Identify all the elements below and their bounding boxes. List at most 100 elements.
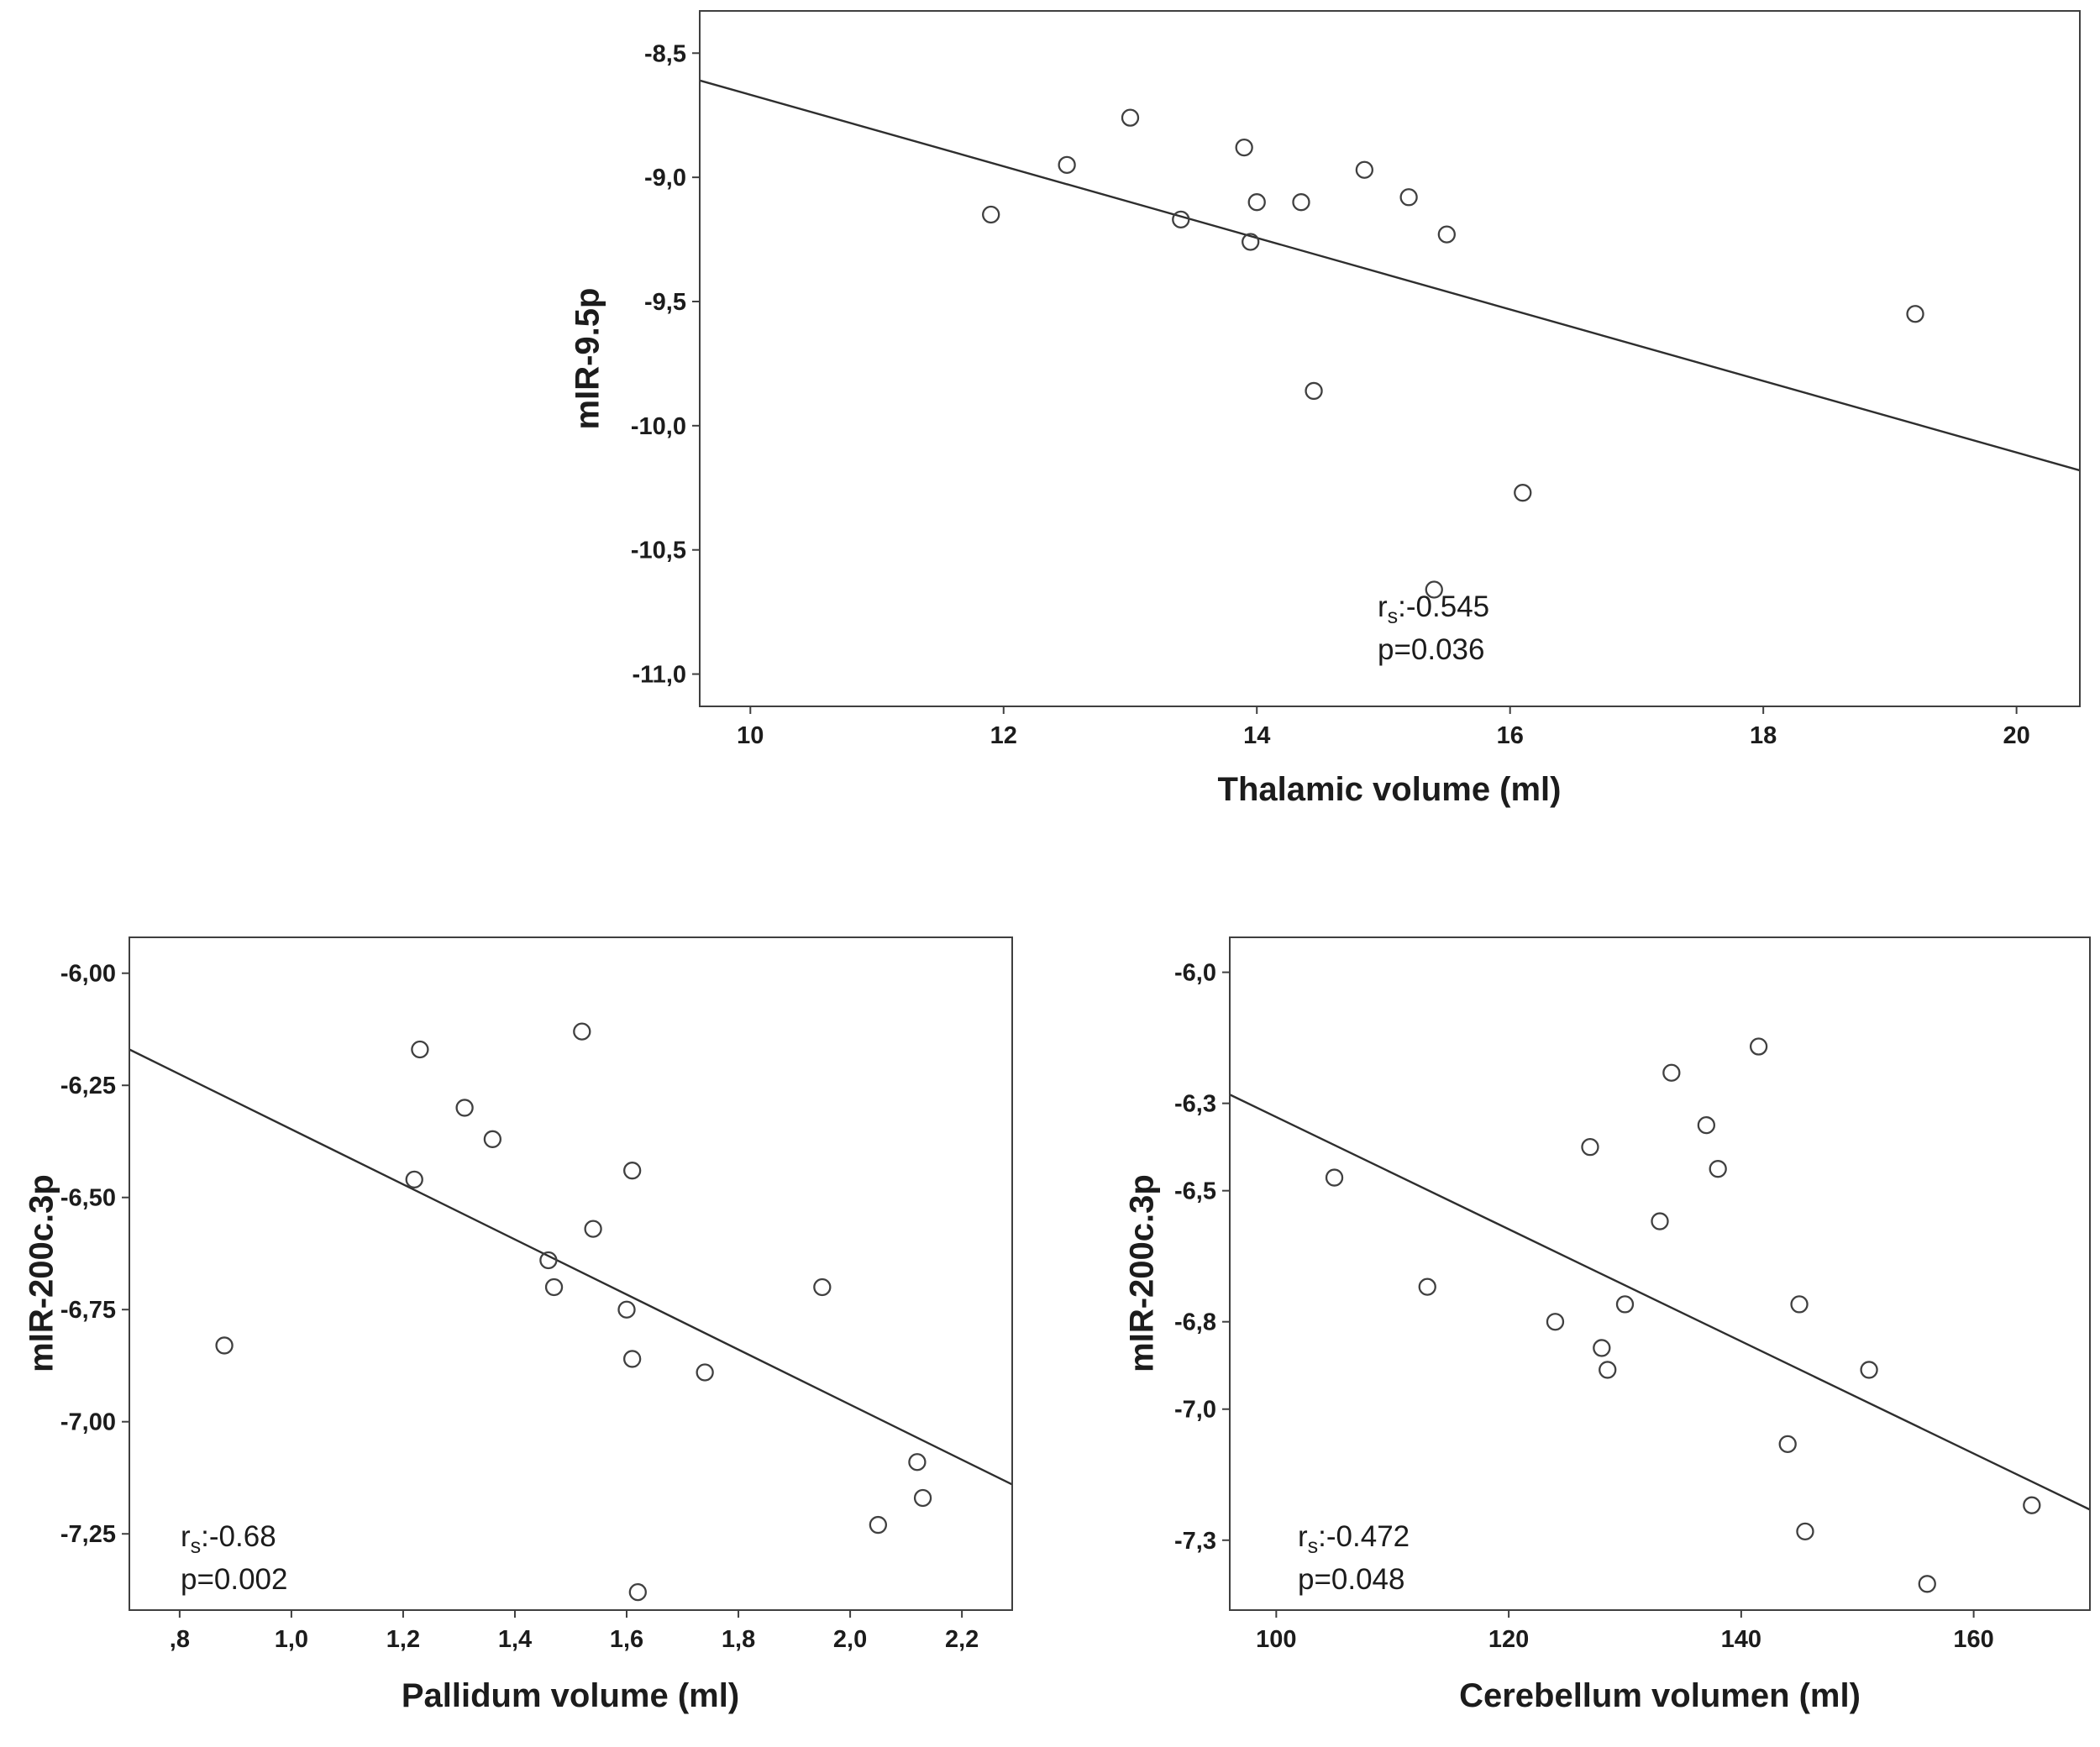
data-point: [1593, 1339, 1611, 1357]
r-label: r: [1298, 1520, 1308, 1553]
data-point: [1906, 305, 1924, 323]
stats-annotation: rs:-0.68 p=0.002: [181, 1518, 288, 1599]
y-tick-label: -7,3: [1174, 1528, 1216, 1555]
data-point: [1651, 1212, 1669, 1230]
p-value: p=0.036: [1378, 633, 1485, 666]
data-point: [1121, 108, 1140, 127]
data-point: [1325, 1168, 1344, 1187]
data-point: [1796, 1522, 1814, 1541]
data-point: [1235, 138, 1253, 157]
data-point: [913, 1488, 932, 1508]
x-tick-label: 1,6: [610, 1626, 643, 1653]
data-point: [405, 1170, 423, 1189]
x-tick-label: 2,0: [833, 1626, 867, 1653]
trend-line: [1229, 1094, 2091, 1511]
y-tick-label: -6,3: [1174, 1091, 1216, 1118]
r-value: :-0.472: [1318, 1520, 1410, 1553]
y-tick-label: -7,25: [60, 1521, 116, 1548]
y-tick-label: -10,5: [631, 538, 686, 564]
data-point: [483, 1130, 502, 1148]
x-tick-label: 1,2: [386, 1626, 420, 1653]
x-tick-label: 10: [737, 722, 764, 749]
y-tick-label: -6,00: [60, 961, 116, 988]
plot-svg-pallidum: ,8 1,0 1,2 1,4 1,6 1,8 2,0 2,2 -6,00 -6,25 -6,50 -6…: [60, 936, 1013, 1653]
data-point: [1778, 1435, 1797, 1454]
plot-svg-cerebellum: 100 120 140 160 -6,0 -6,3 -6,5 -6,8 -7,0 -7,3: [1174, 936, 2091, 1653]
y-tick-label: -6,0: [1174, 960, 1216, 987]
data-point: [1615, 1295, 1635, 1314]
data-point: [1709, 1160, 1727, 1178]
r-statistic: rs:-0.472: [1298, 1518, 1410, 1561]
x-axis-title: Thalamic volume (ml): [1217, 771, 1562, 808]
x-tick-label: ,8: [170, 1626, 190, 1653]
y-tick-label: -8,5: [644, 40, 686, 67]
r-value: :-0.545: [1398, 590, 1490, 623]
data-point: [623, 1350, 642, 1368]
y-tick-label: -6,25: [60, 1073, 116, 1099]
x-axis-title: Pallidum volume (ml): [401, 1677, 740, 1714]
x-tick-label: 18: [1750, 722, 1777, 749]
y-tick-label: -9,5: [644, 289, 686, 316]
chart-cerebellum-volume: 100 120 140 160 -6,0 -6,3 -6,5 -6,8 -7,0 -7,3 mIR…: [1117, 911, 2100, 1747]
plot-border: [129, 936, 1013, 1611]
x-tick-label: 1,4: [498, 1626, 532, 1653]
chart-pallidum-volume: ,8 1,0 1,2 1,4 1,6 1,8 2,0 2,2 -6,00 -6,25 -6,50 -6…: [17, 911, 1075, 1747]
data-point: [1662, 1063, 1681, 1082]
data-point: [544, 1277, 564, 1297]
r-subscript: s: [1307, 1535, 1319, 1558]
data-point: [869, 1515, 888, 1535]
data-point: [573, 1022, 591, 1041]
data-point: [1418, 1277, 1436, 1296]
x-tick-label: 1,0: [275, 1626, 308, 1653]
data-point: [1058, 155, 1076, 174]
r-statistic: rs:-0.545: [1378, 588, 1489, 631]
data-point: [982, 205, 1000, 224]
x-tick-label: 20: [2003, 722, 2030, 749]
data-point: [1172, 210, 1190, 229]
x-tick-label: 140: [1721, 1626, 1761, 1653]
data-point: [628, 1582, 647, 1602]
trend-line: [129, 1048, 1013, 1486]
data-point: [1546, 1313, 1565, 1331]
x-axis-title: Cerebellum volumen (ml): [1459, 1677, 1861, 1714]
data-point: [584, 1220, 602, 1238]
data-point: [1437, 225, 1456, 244]
data-point: [696, 1363, 714, 1382]
r-statistic: rs:-0.68: [181, 1518, 288, 1561]
x-tick-label: 160: [1953, 1626, 1993, 1653]
r-label: r: [1378, 590, 1388, 623]
x-tick-label: 100: [1256, 1626, 1296, 1653]
data-point: [1790, 1295, 1809, 1314]
x-tick-label: 12: [990, 722, 1017, 749]
stats-annotation: rs:-0.472 p=0.048: [1298, 1518, 1410, 1599]
data-point: [1581, 1138, 1599, 1157]
x-tick-label: 1,8: [722, 1626, 755, 1653]
data-point: [455, 1099, 474, 1117]
y-axis-title: mIR-9.5p: [569, 287, 606, 430]
data-point: [1749, 1037, 1768, 1056]
y-tick-label: -9,0: [644, 165, 686, 191]
r-subscript: s: [1387, 605, 1399, 628]
x-tick-label: 14: [1243, 722, 1270, 749]
data-point: [623, 1162, 642, 1180]
data-point: [908, 1453, 927, 1472]
r-subscript: s: [190, 1535, 202, 1558]
y-tick-label: -6,75: [60, 1297, 116, 1324]
y-tick-label: -6,5: [1174, 1178, 1216, 1205]
x-tick-label: 2,2: [945, 1626, 979, 1653]
trend-line: [699, 79, 2081, 472]
stats-annotation: rs:-0.545 p=0.036: [1378, 588, 1489, 669]
data-point: [539, 1251, 558, 1270]
data-point: [1860, 1361, 1878, 1379]
r-value: :-0.68: [201, 1520, 276, 1553]
y-tick-label: -6,50: [60, 1185, 116, 1212]
plot-svg-thalamic: 10 12 14 16 18 20 -8,5 -9,0 -9,5 -10,0 -10,5 -11,0: [631, 10, 2081, 749]
x-tick-label: 16: [1497, 722, 1524, 749]
data-point: [1242, 233, 1260, 251]
data-point: [1697, 1116, 1716, 1135]
chart-thalamic-volume: 10 12 14 16 18 20 -8,5 -9,0 -9,5 -10,0 -10,5 -11,0 …: [504, 0, 2100, 840]
data-point: [813, 1277, 832, 1297]
x-tick-label: 120: [1488, 1626, 1529, 1653]
data-point: [1918, 1575, 1936, 1593]
data-point: [215, 1336, 234, 1355]
